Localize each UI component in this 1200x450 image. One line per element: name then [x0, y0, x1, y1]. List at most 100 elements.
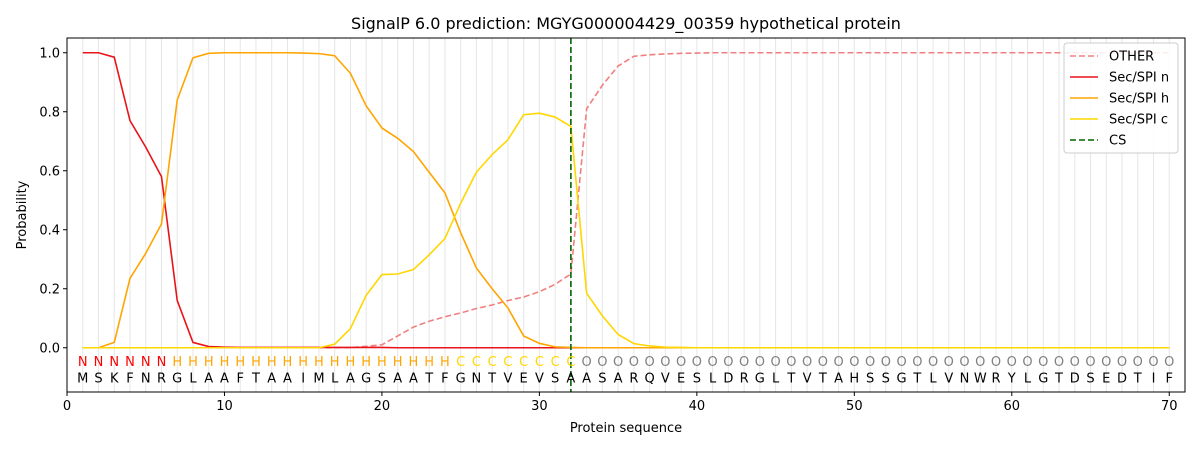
region-label: H [346, 355, 356, 370]
region-label: O [1148, 355, 1158, 370]
region-label: N [109, 355, 119, 370]
legend-label: CS [1109, 134, 1126, 149]
region-label: O [676, 355, 686, 370]
region-label: H [283, 355, 293, 370]
region-label: O [1070, 355, 1080, 370]
residue-label: S [866, 371, 874, 386]
region-label: O [818, 355, 828, 370]
residue-label: L [331, 371, 339, 386]
region-label: C [456, 355, 465, 370]
residue-label: A [566, 371, 575, 386]
residue-label: L [709, 371, 717, 386]
residue-label: V [535, 371, 544, 386]
x-tick-label: 70 [1161, 399, 1178, 414]
residue-label: L [772, 371, 780, 386]
x-tick-label: 20 [374, 399, 391, 414]
residue-label: V [803, 371, 812, 386]
region-label: O [896, 355, 906, 370]
residue-label: S [551, 371, 559, 386]
tick-layer: 0 10 20 30 40 50 60 70 0.0 0.2 0.4 0.6 0.8 1.0 [39, 46, 1177, 414]
plot-frame [66, 37, 1186, 393]
residue-label: G [755, 371, 765, 386]
residue-label: I [1152, 371, 1156, 386]
y-tick-label: 0.2 [39, 282, 60, 297]
region-label: O [1164, 355, 1174, 370]
residue-label: E [1102, 371, 1110, 386]
region-label: O [1117, 355, 1127, 370]
region-label: H [377, 355, 387, 370]
residue-label: S [882, 371, 890, 386]
region-label: O [692, 355, 702, 370]
residue-label: G [456, 371, 466, 386]
region-label: H [424, 355, 434, 370]
residue-label: F [236, 371, 243, 386]
region-label: C [551, 355, 560, 370]
region-label: H [172, 355, 182, 370]
y-axis-label: Probability [15, 180, 30, 249]
region-label: H [330, 355, 340, 370]
residue-label: D [723, 371, 733, 386]
region-label: C [566, 355, 575, 370]
region-label: N [125, 355, 135, 370]
residue-label: T [912, 371, 921, 386]
region-label: H [361, 355, 371, 370]
region-label: O [645, 355, 655, 370]
region-label: O [597, 355, 607, 370]
region-label: O [1054, 355, 1064, 370]
residue-label: M [77, 371, 88, 386]
region-label: O [912, 355, 922, 370]
region-label: O [1133, 355, 1143, 370]
x-tick-label: 40 [689, 399, 706, 414]
region-label: O [723, 355, 733, 370]
region-label: O [613, 355, 623, 370]
region-label: O [991, 355, 1001, 370]
region-label: H [204, 355, 214, 370]
legend-label: Sec/SPI c [1109, 113, 1168, 128]
residue-label: A [582, 371, 591, 386]
region-label: H [188, 355, 198, 370]
residue-label: S [94, 371, 102, 386]
legend-label: Sec/SPI n [1109, 71, 1169, 86]
residue-label: R [157, 371, 166, 386]
residue-label: S [1086, 371, 1094, 386]
residue-label: G [172, 371, 182, 386]
y-tick-label: 0.4 [39, 223, 60, 238]
region-label: O [786, 355, 796, 370]
residue-label: L [929, 371, 937, 386]
region-label: O [802, 355, 812, 370]
region-label: O [1007, 355, 1017, 370]
residue-label: F [1166, 371, 1173, 386]
residue-label: F [126, 371, 133, 386]
residue-label: G [1038, 371, 1048, 386]
residue-label: A [614, 371, 623, 386]
residue-label: T [818, 371, 827, 386]
legend-box [1063, 42, 1179, 154]
region-label: H [235, 355, 245, 370]
residue-label: F [441, 371, 448, 386]
residue-label: A [834, 371, 843, 386]
residue-label: A [393, 371, 402, 386]
x-axis-label: Protein sequence [570, 421, 682, 436]
residue-label: N [472, 371, 482, 386]
x-tick-label: 10 [216, 399, 233, 414]
region-label: H [440, 355, 450, 370]
region-label: N [141, 355, 151, 370]
region-label: O [770, 355, 780, 370]
region-label: N [157, 355, 167, 370]
region-label: H [409, 355, 419, 370]
region-label: H [251, 355, 261, 370]
x-tick-label: 50 [846, 399, 863, 414]
residue-label: T [424, 371, 433, 386]
region-label: H [314, 355, 324, 370]
legend-label: Sec/SPI h [1109, 92, 1169, 107]
region-label: N [94, 355, 104, 370]
region-label: O [928, 355, 938, 370]
residue-label: S [378, 371, 386, 386]
residue-label: A [204, 371, 213, 386]
region-label: C [503, 355, 512, 370]
region-label: O [849, 355, 859, 370]
region-label: O [975, 355, 985, 370]
residue-label: E [677, 371, 685, 386]
residue-label: S [693, 371, 701, 386]
residue-label: L [189, 371, 197, 386]
